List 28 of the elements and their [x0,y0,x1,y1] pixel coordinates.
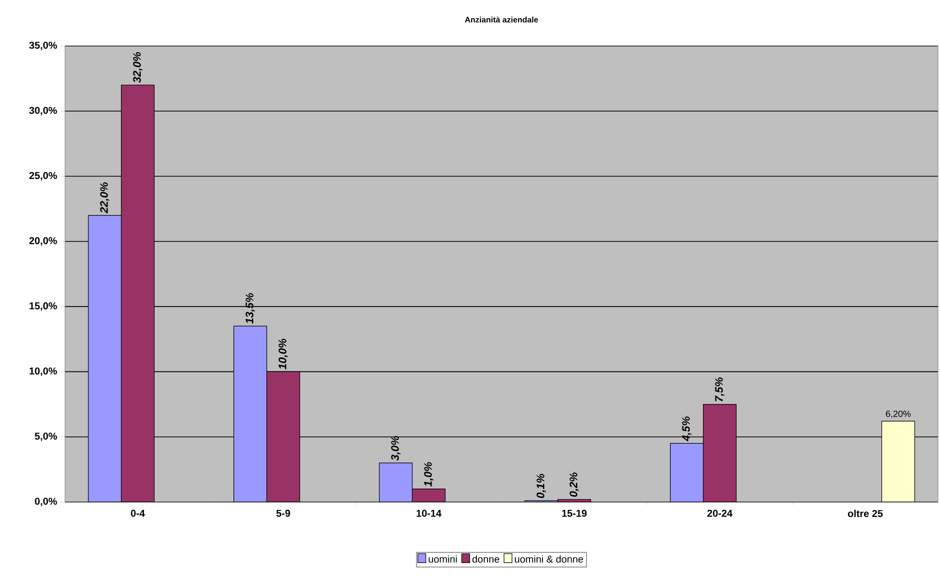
legend-label: uomini & donne [514,555,584,563]
data-label: 10,0% [278,338,288,370]
x-tick-label: 15-19 [562,510,587,517]
y-tick-label: 5,0% [34,432,57,442]
legend-label: uomini [428,555,457,563]
data-label: 7,5% [715,377,724,402]
data-label: 32,0% [133,52,142,83]
y-tick-label: 0,0% [34,498,57,506]
data-label: 4,5% [682,416,692,442]
x-tick-label: 20-24 [707,510,732,517]
y-tick-label: 35,0% [29,42,57,50]
y-tick-label: 15,0% [30,302,57,311]
y-tick-label: 20,0% [29,237,57,246]
x-tick-label: oltre 25 [848,510,883,518]
y-tick-label: 30,0% [29,106,57,116]
data-label: 1,0% [424,462,434,487]
y-tick-label: 10,0% [30,367,57,376]
x-tick-label: 5-9 [276,510,290,517]
x-tick-label: 10-14 [416,510,442,517]
data-label: 0,1% [536,474,546,498]
data-label: 6,20% [886,410,911,418]
data-label: 3,0% [391,436,400,461]
data-label: 13,5% [246,293,255,324]
data-label: 22,0% [100,182,110,214]
x-tick-label: 0-4 [130,510,145,517]
y-tick-label: 25,0% [29,172,57,181]
data-label: 0,2% [570,472,579,497]
legend-label: donne [472,555,500,563]
